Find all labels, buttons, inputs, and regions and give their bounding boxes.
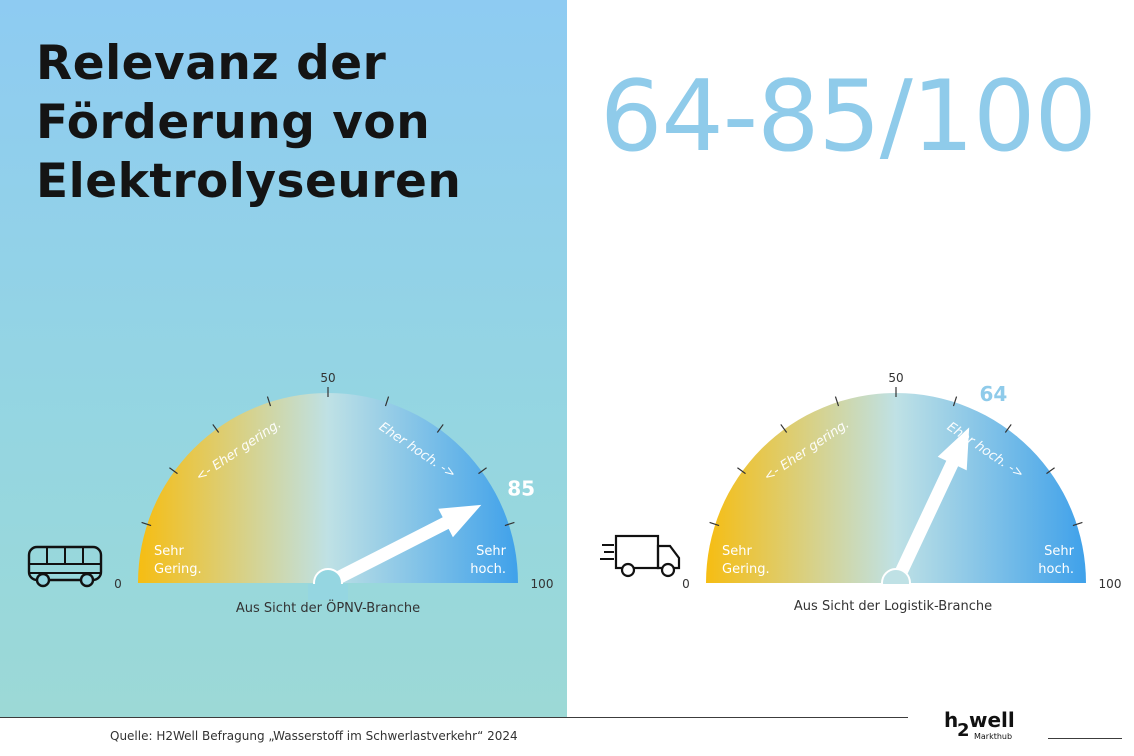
low-label-line-1: Sehr [722,544,752,559]
gauge-tick [436,424,444,433]
low-label-line-1: Sehr [154,544,184,559]
truck-icon [600,532,684,586]
h2well-logo: h 2 well Markthub [944,708,1015,741]
gauge-tick [952,396,958,407]
page-title: Relevanz der Förderung von Elektrolyseur… [36,34,461,211]
gauge-tick [384,396,390,407]
score-range: 64-85/100 [600,60,1097,174]
gauge-hub-cover [308,584,348,600]
left-panel [0,0,567,718]
source-note: Quelle: H2Well Befragung „Wasserstoff im… [110,729,518,743]
gauge-tick [266,396,272,407]
tick-label-max: 100 [1099,577,1122,591]
high-label-line-2: hoch. [1038,562,1074,577]
tick-label-mid: 50 [888,371,903,385]
gauge-tick [1046,467,1055,475]
gauge-tick [141,521,152,527]
title-line-3: Elektrolyseuren [36,154,462,209]
bus-icon [26,544,104,594]
gauge-tick [169,467,178,475]
gauge-tick [834,396,840,407]
gauge-needle-logistik [890,427,970,586]
gauge-hub-cover [876,584,916,600]
high-label-line-1: Sehr [476,544,506,559]
title-line-1: Relevanz der [36,36,387,91]
gauge-caption-logistik: Aus Sicht der Logistik-Branche [793,599,993,614]
gauge-tick [737,467,746,475]
gauge-tick [504,521,515,527]
gauge-caption-oepnv: Aus Sicht der ÖPNV-Branche [235,601,421,616]
gauge-value-label-logistik: 64 [979,382,1007,406]
gauge-arc-logistik [706,393,1086,583]
high-label-line-2: hoch. [470,562,506,577]
gauge-tick [1004,424,1012,433]
gauge-arc-oepnv [138,393,518,583]
tick-label-max: 100 [531,577,554,591]
footer-divider [0,717,908,718]
footer-divider-right [1048,738,1122,739]
tick-label-min: 0 [682,577,690,591]
low-label-line-2: Gering. [722,562,770,577]
gauge-tick [709,521,720,527]
gauge-tick [1072,521,1083,527]
gauge-tick [478,467,487,475]
gauge-needle-oepnv [325,504,482,589]
gauge-tick [780,424,788,433]
low-label-line-2: Gering. [154,562,202,577]
gauge-value-label-oepnv: 85 [507,477,535,501]
high-label-line-1: Sehr [1044,544,1074,559]
tick-label-min: 0 [114,577,122,591]
title-line-2: Förderung von [36,95,431,150]
tick-label-mid: 50 [320,371,335,385]
gauge-tick [212,424,220,433]
